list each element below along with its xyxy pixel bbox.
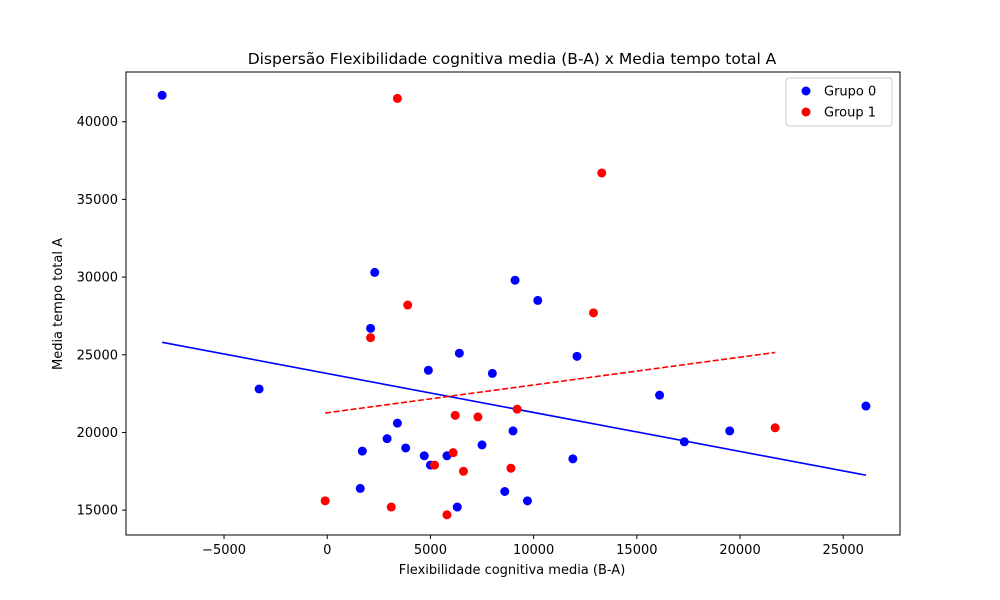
data-point-series-1-11 xyxy=(506,463,516,473)
y-tick-label-4: 35000 xyxy=(77,193,118,208)
trend-line-series-1 xyxy=(325,351,776,414)
x-tick-label-5: 20000 xyxy=(719,543,760,558)
data-point-series-0-1 xyxy=(254,384,264,394)
legend: Grupo 0 Group 1 xyxy=(785,77,893,127)
x-tick-label-6: 25000 xyxy=(823,543,864,558)
data-point-series-1-0 xyxy=(320,496,330,506)
data-point-series-1-12 xyxy=(512,404,522,414)
data-point-series-0-24 xyxy=(655,390,665,400)
data-point-series-1-8 xyxy=(450,410,460,420)
data-point-series-1-3 xyxy=(392,93,402,103)
y-tick-label-5: 40000 xyxy=(77,115,118,130)
data-point-series-0-8 xyxy=(401,443,411,453)
y-tick-label-1: 20000 xyxy=(77,426,118,441)
data-point-series-0-10 xyxy=(423,365,433,375)
legend-label-1: Group 1 xyxy=(824,106,876,121)
data-point-series-0-19 xyxy=(510,275,520,285)
data-point-series-0-2 xyxy=(355,483,365,493)
data-point-series-0-15 xyxy=(477,440,487,450)
data-point-series-1-6 xyxy=(442,510,452,520)
data-point-series-0-17 xyxy=(500,486,510,496)
data-point-series-0-0 xyxy=(157,90,167,100)
data-point-series-0-26 xyxy=(725,426,735,436)
data-point-series-1-14 xyxy=(597,168,607,178)
y-tick-label-0: 15000 xyxy=(77,504,118,519)
data-point-series-0-7 xyxy=(392,418,402,428)
data-point-series-1-2 xyxy=(386,502,396,512)
legend-marker-0 xyxy=(801,86,811,96)
data-point-series-1-9 xyxy=(458,466,468,476)
x-tick-label-1: 0 xyxy=(323,543,331,558)
axes-frame xyxy=(125,71,901,536)
data-point-series-0-6 xyxy=(382,434,392,444)
data-point-series-0-9 xyxy=(419,451,429,461)
data-point-series-1-13 xyxy=(588,308,598,318)
data-point-series-0-13 xyxy=(452,502,462,512)
y-tick-label-2: 25000 xyxy=(77,348,118,363)
y-tick-label-3: 30000 xyxy=(77,271,118,286)
legend-label-0: Grupo 0 xyxy=(824,85,876,100)
data-point-series-0-14 xyxy=(454,348,464,358)
data-point-series-0-25 xyxy=(679,437,689,447)
legend-box xyxy=(785,77,893,127)
data-point-series-0-18 xyxy=(508,426,518,436)
chart-title: Dispersão Flexibilidade cognitiva media … xyxy=(248,50,777,68)
data-point-series-1-1 xyxy=(366,333,376,343)
x-tick-label-2: 5000 xyxy=(414,543,447,558)
x-tick-label-3: 10000 xyxy=(513,543,554,558)
data-point-series-1-10 xyxy=(473,412,483,422)
data-point-series-0-16 xyxy=(487,368,497,378)
legend-marker-1 xyxy=(801,107,811,117)
data-point-series-0-23 xyxy=(572,351,582,361)
axes: −5000 0 5000 10000 15000 20000 25000 15000 20000… xyxy=(77,71,901,558)
data-point-series-0-4 xyxy=(366,323,376,333)
x-tick-label-4: 15000 xyxy=(616,543,657,558)
y-axis-label: Media tempo total A xyxy=(51,238,66,370)
data-point-series-0-20 xyxy=(522,496,532,506)
data-point-series-0-27 xyxy=(861,401,871,411)
x-axis-label: Flexibilidade cognitiva media (B-A) xyxy=(399,563,626,578)
data-point-series-0-22 xyxy=(568,454,578,464)
data-point-series-1-7 xyxy=(448,448,458,458)
data-point-series-0-5 xyxy=(370,267,380,277)
data-point-series-1-5 xyxy=(430,460,440,470)
plot-area xyxy=(157,90,871,520)
data-point-series-1-4 xyxy=(403,300,413,310)
data-point-series-0-21 xyxy=(533,295,543,305)
data-point-series-1-15 xyxy=(770,423,780,433)
data-point-series-0-3 xyxy=(357,446,367,456)
x-tick-label-0: −5000 xyxy=(202,543,246,558)
